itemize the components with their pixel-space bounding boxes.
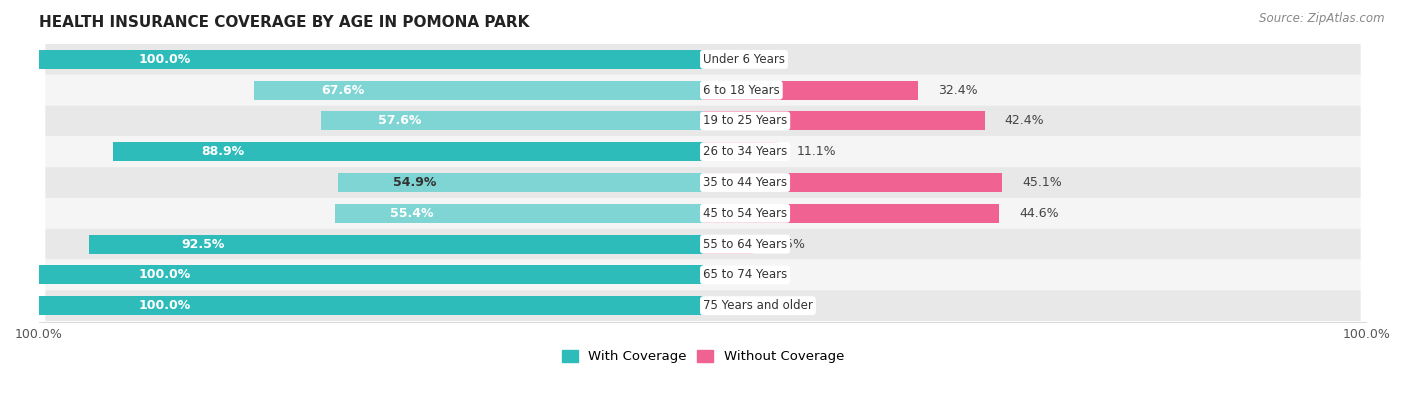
Bar [339, 173, 703, 192]
Text: 88.9%: 88.9% [201, 145, 245, 158]
FancyBboxPatch shape [45, 229, 1361, 259]
Text: 54.9%: 54.9% [394, 176, 436, 189]
Bar [703, 111, 984, 130]
Text: 0.0%: 0.0% [723, 53, 755, 66]
FancyBboxPatch shape [45, 44, 1361, 75]
Text: 42.4%: 42.4% [1004, 115, 1045, 127]
Bar [321, 111, 703, 130]
Text: 100.0%: 100.0% [139, 269, 191, 281]
Text: HEALTH INSURANCE COVERAGE BY AGE IN POMONA PARK: HEALTH INSURANCE COVERAGE BY AGE IN POMO… [39, 15, 529, 30]
Text: Under 6 Years: Under 6 Years [703, 53, 785, 66]
Bar [703, 81, 918, 100]
Text: 6 to 18 Years: 6 to 18 Years [703, 84, 780, 97]
Bar [703, 204, 1000, 223]
Text: 45.1%: 45.1% [1022, 176, 1062, 189]
Text: 0.0%: 0.0% [723, 269, 755, 281]
Text: Source: ZipAtlas.com: Source: ZipAtlas.com [1260, 12, 1385, 25]
Text: 55 to 64 Years: 55 to 64 Years [703, 238, 787, 251]
Text: 35 to 44 Years: 35 to 44 Years [703, 176, 787, 189]
Text: 0.0%: 0.0% [723, 299, 755, 312]
Text: 75 Years and older: 75 Years and older [703, 299, 813, 312]
Bar [112, 142, 703, 161]
FancyBboxPatch shape [45, 167, 1361, 198]
FancyBboxPatch shape [45, 198, 1361, 229]
Text: 44.6%: 44.6% [1019, 207, 1059, 220]
Text: 45 to 54 Years: 45 to 54 Years [703, 207, 787, 220]
Text: 26 to 34 Years: 26 to 34 Years [703, 145, 787, 158]
FancyBboxPatch shape [45, 259, 1361, 290]
FancyBboxPatch shape [45, 137, 1361, 167]
Bar [703, 234, 752, 254]
Text: 92.5%: 92.5% [181, 238, 224, 251]
Text: 67.6%: 67.6% [322, 84, 364, 97]
Bar [254, 81, 703, 100]
Bar [39, 50, 703, 69]
Bar [335, 204, 703, 223]
Bar [703, 173, 1002, 192]
Legend: With Coverage, Without Coverage: With Coverage, Without Coverage [557, 344, 849, 369]
Text: 55.4%: 55.4% [391, 207, 434, 220]
Text: 7.5%: 7.5% [773, 238, 804, 251]
Text: 100.0%: 100.0% [139, 299, 191, 312]
FancyBboxPatch shape [45, 105, 1361, 137]
Bar [39, 296, 703, 315]
Text: 65 to 74 Years: 65 to 74 Years [703, 269, 787, 281]
Text: 11.1%: 11.1% [797, 145, 837, 158]
FancyBboxPatch shape [45, 290, 1361, 321]
Bar [39, 265, 703, 284]
FancyBboxPatch shape [45, 75, 1361, 105]
Text: 100.0%: 100.0% [139, 53, 191, 66]
Bar [89, 234, 703, 254]
Bar [703, 142, 776, 161]
Text: 57.6%: 57.6% [378, 115, 422, 127]
Text: 32.4%: 32.4% [938, 84, 977, 97]
Text: 19 to 25 Years: 19 to 25 Years [703, 115, 787, 127]
